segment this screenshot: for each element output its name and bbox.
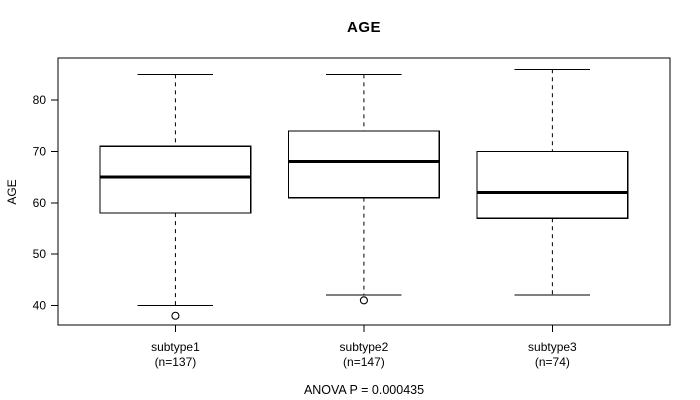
iqr-box bbox=[99, 145, 252, 214]
anova-footnote: ANOVA P = 0.000435 bbox=[303, 383, 425, 397]
chart-title: AGE bbox=[346, 19, 381, 36]
category-label: subtype1 bbox=[151, 340, 200, 354]
category-sublabel: (n=147) bbox=[343, 355, 385, 369]
category-label: subtype3 bbox=[528, 340, 577, 354]
y-tick-label: 50 bbox=[33, 247, 47, 261]
outlier-point bbox=[359, 296, 368, 305]
y-tick-label: 80 bbox=[33, 93, 47, 107]
category-sublabel: (n=137) bbox=[155, 355, 197, 369]
iqr-box bbox=[287, 130, 440, 199]
category-sublabel: (n=74) bbox=[535, 355, 570, 369]
iqr-box bbox=[476, 150, 629, 219]
category-label: subtype2 bbox=[340, 340, 389, 354]
outlier-point bbox=[171, 311, 180, 320]
y-tick-label: 40 bbox=[33, 298, 47, 312]
y-tick-label: 70 bbox=[33, 144, 47, 158]
y-tick-label: 60 bbox=[33, 196, 47, 210]
